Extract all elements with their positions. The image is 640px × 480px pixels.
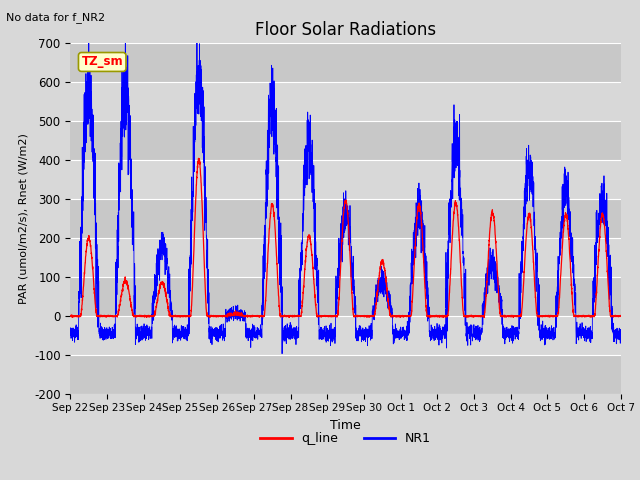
NR1 [278,351,286,357]
q_line [166,312,173,318]
Bar [70,199,621,238]
NR1 [67,328,74,334]
NR1 [500,325,508,331]
Bar [70,277,621,316]
NR1 [325,334,333,340]
X-axis label: Time: Time [330,419,361,432]
q_line [469,313,477,319]
Bar [70,82,621,121]
Text: No data for f_NR2: No data for f_NR2 [6,12,106,23]
NR1 [439,324,447,330]
Bar [70,355,621,394]
NR1 [617,329,625,335]
Bar [70,160,621,199]
q_line [325,313,333,319]
NR1 [616,340,624,346]
Bar [70,121,621,160]
Y-axis label: PAR (umol/m2/s), Rnet (W/m2): PAR (umol/m2/s), Rnet (W/m2) [19,133,29,304]
q_line [481,314,488,320]
Legend: q_line, NR1: q_line, NR1 [255,427,436,450]
q_line [195,156,203,161]
NR1 [166,295,173,300]
Bar [70,316,621,355]
q_line [67,313,74,319]
NR1 [469,331,477,336]
NR1 [193,0,201,5]
q_line [500,312,508,318]
Text: TZ_sm: TZ_sm [81,56,123,69]
q_line [616,313,624,319]
Bar [70,238,621,277]
Title: Floor Solar Radiations: Floor Solar Radiations [255,21,436,39]
q_line [617,312,625,318]
q_line [438,313,446,319]
Line: NR1: NR1 [70,2,621,354]
Bar [70,43,621,82]
Line: q_line: q_line [70,158,621,317]
